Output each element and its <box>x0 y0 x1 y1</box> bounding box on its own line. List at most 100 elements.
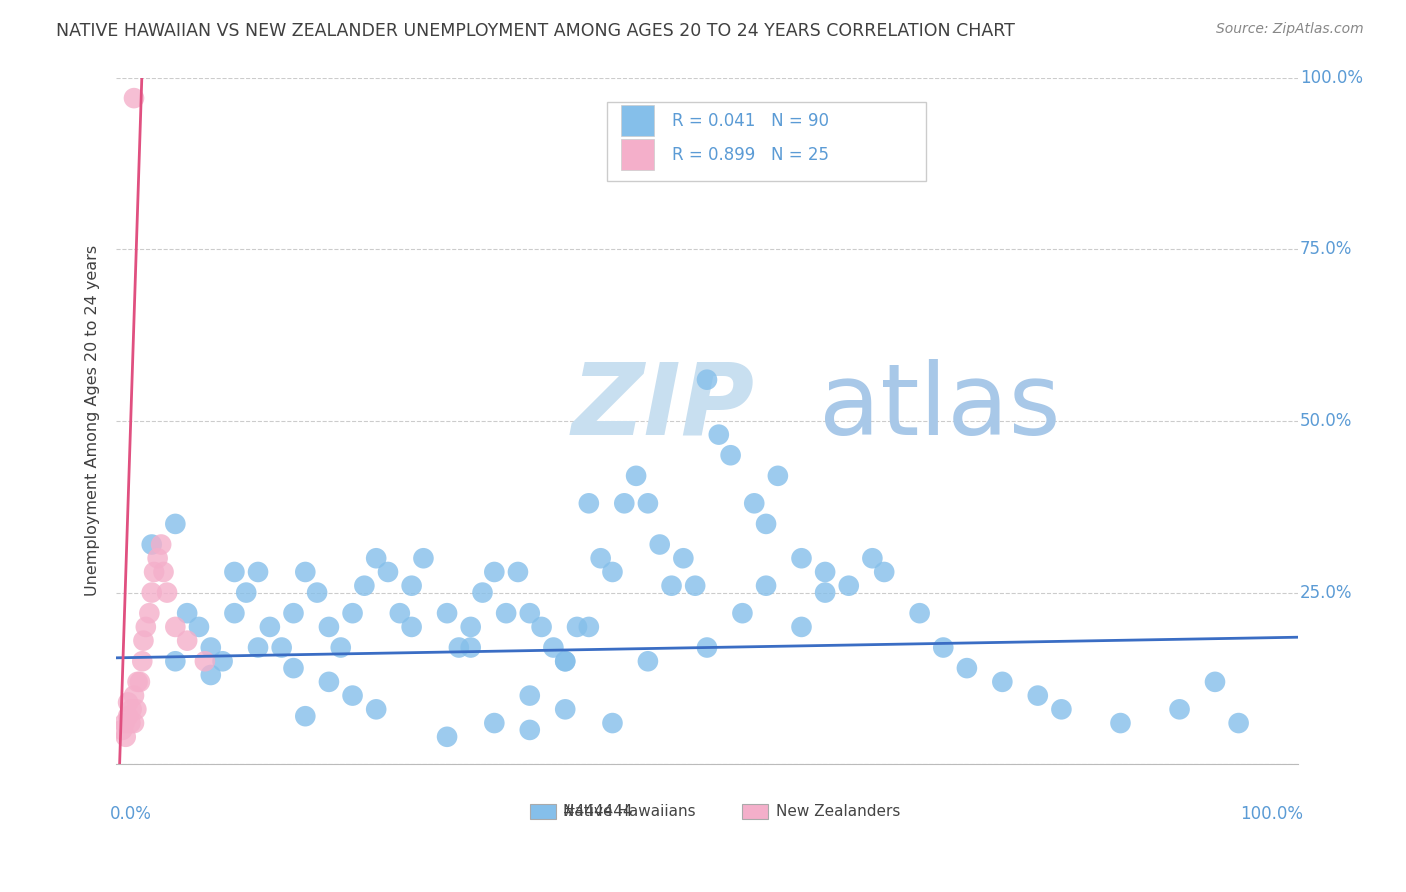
Bar <box>620 139 654 170</box>
Point <box>294 565 316 579</box>
Point <box>329 640 352 655</box>
Point <box>1168 702 1191 716</box>
Point <box>318 674 340 689</box>
Point <box>766 468 789 483</box>
Point <box>366 551 388 566</box>
Point <box>156 585 179 599</box>
Point <box>696 373 718 387</box>
Point <box>121 702 143 716</box>
Point <box>122 716 145 731</box>
Point <box>141 585 163 599</box>
Point <box>838 579 860 593</box>
Point <box>366 702 388 716</box>
Point <box>401 620 423 634</box>
Point <box>460 640 482 655</box>
Point <box>790 551 813 566</box>
Point <box>259 620 281 634</box>
Point <box>114 716 136 731</box>
Point <box>122 91 145 105</box>
Point <box>211 654 233 668</box>
Point <box>471 585 494 599</box>
Point <box>755 516 778 531</box>
Point <box>519 723 541 737</box>
Point <box>247 565 270 579</box>
Point <box>624 468 647 483</box>
Point <box>127 674 149 689</box>
Bar <box>530 804 555 819</box>
Point <box>235 585 257 599</box>
Point <box>120 716 142 731</box>
Point <box>150 537 173 551</box>
Point <box>342 606 364 620</box>
Point <box>165 516 187 531</box>
FancyBboxPatch shape <box>606 102 925 180</box>
Text: #444444: #444444 <box>562 805 633 819</box>
Point <box>554 702 576 716</box>
Point <box>165 654 187 668</box>
Point <box>661 579 683 593</box>
Point <box>814 565 837 579</box>
Point <box>637 496 659 510</box>
Point <box>683 579 706 593</box>
Point <box>484 565 506 579</box>
Point <box>318 620 340 634</box>
Text: 0.0%: 0.0% <box>110 805 152 823</box>
Point <box>873 565 896 579</box>
Point <box>484 716 506 731</box>
Point <box>602 716 624 731</box>
Point <box>814 585 837 599</box>
Point <box>224 565 246 579</box>
Point <box>602 565 624 579</box>
Point <box>991 674 1014 689</box>
Point <box>188 620 211 634</box>
Point <box>152 565 174 579</box>
Point <box>224 606 246 620</box>
Point <box>613 496 636 510</box>
Point <box>860 551 883 566</box>
Point <box>114 730 136 744</box>
Point <box>447 640 470 655</box>
Point <box>125 702 148 716</box>
Point <box>578 496 600 510</box>
Point <box>247 640 270 655</box>
Point <box>146 551 169 566</box>
Point <box>1050 702 1073 716</box>
Y-axis label: Unemployment Among Ages 20 to 24 years: Unemployment Among Ages 20 to 24 years <box>86 245 100 597</box>
Point <box>307 585 329 599</box>
Point <box>117 709 139 723</box>
Point <box>131 654 153 668</box>
Point <box>519 606 541 620</box>
Point <box>138 606 160 620</box>
Text: NATIVE HAWAIIAN VS NEW ZEALANDER UNEMPLOYMENT AMONG AGES 20 TO 24 YEARS CORRELAT: NATIVE HAWAIIAN VS NEW ZEALANDER UNEMPLO… <box>56 22 1015 40</box>
Point <box>956 661 979 675</box>
Point <box>401 579 423 593</box>
Point <box>270 640 292 655</box>
Point <box>565 620 588 634</box>
Point <box>353 579 375 593</box>
Point <box>200 640 222 655</box>
Point <box>283 661 305 675</box>
Point <box>578 620 600 634</box>
Text: Source: ZipAtlas.com: Source: ZipAtlas.com <box>1216 22 1364 37</box>
Text: 100.0%: 100.0% <box>1301 69 1362 87</box>
Point <box>530 620 553 634</box>
Point <box>388 606 411 620</box>
Point <box>519 689 541 703</box>
Point <box>165 620 187 634</box>
Text: R = 0.041   N = 90: R = 0.041 N = 90 <box>672 112 828 129</box>
Point <box>696 640 718 655</box>
Point <box>554 654 576 668</box>
Point <box>1204 674 1226 689</box>
Point <box>412 551 434 566</box>
Point <box>141 537 163 551</box>
Point <box>554 654 576 668</box>
Text: R = 0.899   N = 25: R = 0.899 N = 25 <box>672 146 828 164</box>
Bar <box>620 105 654 136</box>
Point <box>111 723 134 737</box>
Point <box>790 620 813 634</box>
Text: 50.0%: 50.0% <box>1301 412 1353 430</box>
Point <box>1227 716 1250 731</box>
Point <box>342 689 364 703</box>
Point <box>294 709 316 723</box>
Text: 75.0%: 75.0% <box>1301 240 1353 258</box>
